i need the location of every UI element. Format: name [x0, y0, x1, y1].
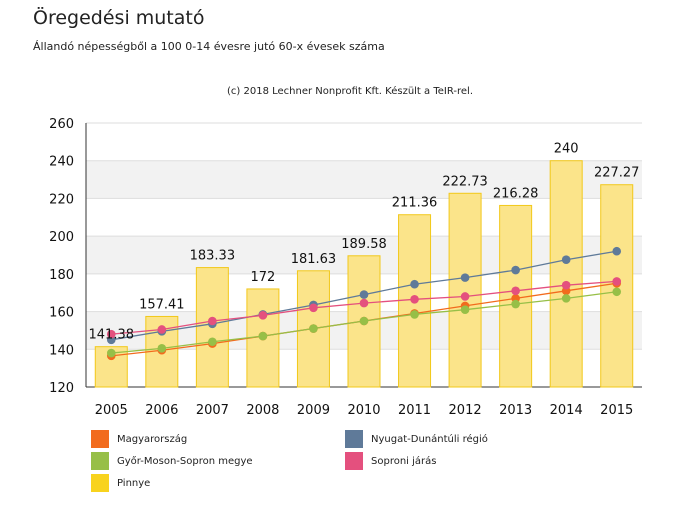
series-point: [106, 329, 116, 339]
bar-data-label: 211.36: [392, 196, 438, 211]
bar-data-label: 183.33: [190, 249, 236, 264]
plot-band: [86, 160, 642, 199]
series-point: [359, 298, 369, 308]
legend-label: Nyugat-Dunántúli régió: [371, 433, 488, 445]
series-point: [157, 325, 167, 334]
series-point: [157, 344, 167, 353]
x-tick-label: 2006: [145, 403, 178, 418]
legend-label: Pinnye: [117, 477, 151, 489]
series-point: [561, 280, 571, 290]
y-tick-label: 220: [49, 192, 74, 207]
y-tick-label: 240: [49, 155, 74, 170]
y-tick-label: 120: [49, 381, 74, 396]
series-point: [359, 316, 369, 326]
x-tick-label: 2012: [449, 403, 482, 418]
legend-swatch: [91, 430, 109, 448]
x-tick-label: 2013: [499, 403, 532, 418]
series-point: [359, 290, 369, 299]
series-point: [561, 294, 571, 303]
bar-data-label: 240: [554, 142, 579, 157]
x-tick-label: 2008: [246, 403, 279, 418]
x-tick-label: 2011: [398, 403, 431, 418]
bar-data-label: 222.73: [442, 174, 488, 189]
series-point: [561, 255, 571, 265]
x-tick-label: 2005: [95, 403, 128, 418]
legend-label: Győr-Moson-Sopron megye: [117, 455, 253, 467]
series-point: [460, 305, 470, 314]
credit-line: (c) 2018 Lechner Nonprofit Kft. Készült …: [227, 86, 474, 97]
chart-subtitle: Állandó népességből a 100 0-14 évesre ju…: [33, 40, 385, 53]
legend-swatch: [345, 452, 363, 470]
legend-item[interactable]: Magyarország: [91, 430, 187, 448]
series-point: [208, 337, 217, 347]
series-point: [612, 287, 622, 297]
chart-title: Öregedési mutató: [33, 7, 205, 29]
series-point: [309, 303, 318, 313]
x-tick-label: 2009: [297, 403, 330, 418]
legend-swatch: [345, 430, 363, 448]
bar-pinnye: [448, 192, 482, 388]
series-point: [208, 316, 217, 326]
legend-label: Soproni járás: [371, 455, 437, 467]
y-tick-label: 200: [49, 230, 74, 245]
legend-label: Magyarország: [117, 433, 188, 445]
y-tick-label: 140: [49, 343, 74, 358]
bar-pinnye: [549, 160, 583, 388]
series-point: [258, 331, 268, 341]
x-tick-label: 2010: [347, 403, 380, 418]
x-tick-label: 2014: [550, 403, 583, 418]
legend-item[interactable]: Győr-Moson-Sopron megye: [91, 452, 253, 470]
series-point: [612, 246, 622, 256]
y-tick-label: 180: [49, 268, 74, 283]
series-point: [258, 311, 268, 320]
bar-data-label: 216.28: [493, 186, 539, 201]
x-tick-label: 2015: [600, 403, 633, 418]
bar-data-label: 189.58: [341, 237, 387, 252]
bar-data-label: 172: [250, 270, 275, 285]
bar-data-label: 181.63: [291, 252, 337, 267]
series-point: [460, 292, 470, 301]
series-point: [612, 277, 622, 286]
y-tick-label: 260: [49, 117, 74, 132]
series-point: [460, 273, 470, 282]
series-point: [511, 299, 520, 309]
bar-data-label: 227.27: [594, 166, 640, 181]
legend-swatch: [91, 474, 109, 492]
bar-data-label: 141.38: [89, 328, 135, 343]
legend-swatch: [91, 452, 109, 470]
series-point: [410, 279, 419, 289]
legend-item[interactable]: Pinnye: [91, 474, 150, 492]
legend-item[interactable]: Soproni járás: [345, 452, 436, 470]
x-tick-label: 2007: [196, 403, 229, 418]
series-point: [511, 286, 520, 296]
series-point: [410, 310, 419, 319]
series-point: [410, 295, 419, 304]
legend-item[interactable]: Nyugat-Dunántúli régió: [345, 430, 488, 448]
y-tick-label: 160: [49, 306, 74, 321]
series-point: [511, 265, 520, 275]
series-point: [309, 324, 318, 333]
series-point: [106, 348, 116, 358]
bar-data-label: 157.41: [139, 297, 185, 312]
